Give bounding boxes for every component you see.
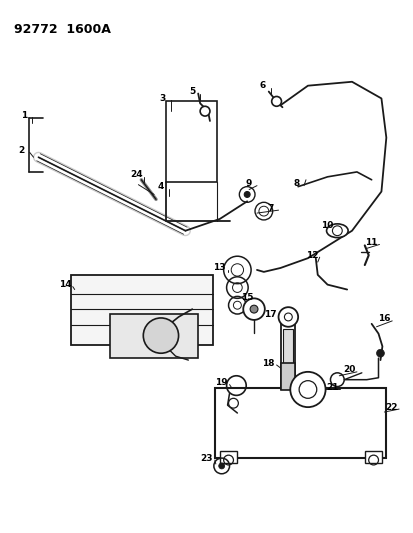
- Text: 20: 20: [342, 366, 354, 374]
- Text: 9: 9: [245, 179, 252, 188]
- Bar: [219, 451, 237, 463]
- Circle shape: [278, 307, 297, 327]
- Text: 10: 10: [320, 221, 333, 230]
- Circle shape: [249, 305, 257, 313]
- Text: 3: 3: [159, 94, 166, 103]
- Circle shape: [243, 298, 264, 320]
- Text: 4: 4: [157, 182, 164, 191]
- Text: 92772  1600A: 92772 1600A: [14, 23, 111, 36]
- Text: 21: 21: [325, 383, 338, 392]
- Text: 2: 2: [19, 146, 25, 155]
- Text: 16: 16: [377, 314, 390, 324]
- Bar: [364, 451, 382, 463]
- Circle shape: [218, 463, 224, 469]
- Text: 15: 15: [240, 293, 253, 302]
- Bar: [166, 101, 216, 182]
- Text: 5: 5: [189, 87, 195, 96]
- Text: 8: 8: [292, 179, 299, 188]
- Text: 7: 7: [267, 204, 273, 213]
- Bar: [281, 317, 294, 390]
- Bar: [283, 329, 292, 378]
- Text: 1: 1: [21, 110, 27, 119]
- Text: 11: 11: [365, 238, 377, 247]
- Text: 23: 23: [200, 454, 213, 463]
- Ellipse shape: [326, 224, 347, 238]
- Circle shape: [244, 191, 249, 197]
- Circle shape: [228, 398, 238, 408]
- Circle shape: [143, 318, 178, 353]
- Circle shape: [290, 372, 325, 407]
- Bar: [214, 387, 385, 458]
- Text: 19: 19: [215, 378, 228, 387]
- Text: 17: 17: [264, 310, 276, 319]
- Bar: [110, 314, 198, 358]
- Text: 13: 13: [213, 263, 225, 272]
- Text: 6: 6: [259, 81, 265, 90]
- Bar: [71, 275, 212, 345]
- Circle shape: [271, 96, 281, 106]
- Text: 24: 24: [130, 171, 142, 180]
- Text: 14: 14: [59, 280, 71, 289]
- Circle shape: [376, 349, 383, 357]
- Text: 12: 12: [305, 251, 317, 260]
- Bar: [281, 363, 294, 391]
- Text: 22: 22: [384, 402, 396, 411]
- Text: 18: 18: [262, 359, 274, 368]
- Circle shape: [199, 106, 209, 116]
